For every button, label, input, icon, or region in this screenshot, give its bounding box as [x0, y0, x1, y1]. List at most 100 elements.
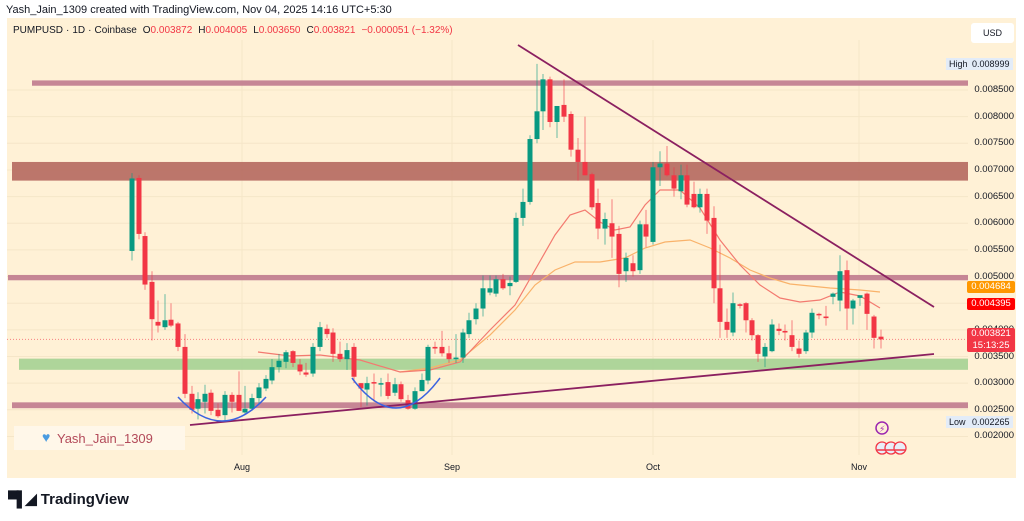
- candle-down[interactable]: [358, 383, 364, 389]
- candle-down[interactable]: [737, 304, 743, 306]
- candle-down[interactable]: [568, 113, 574, 150]
- candle-down[interactable]: [303, 372, 309, 375]
- candle-up[interactable]: [534, 111, 540, 140]
- candle-up[interactable]: [520, 201, 526, 218]
- candle-down[interactable]: [717, 288, 723, 322]
- candle-down[interactable]: [561, 104, 567, 117]
- candle-down[interactable]: [136, 177, 142, 234]
- candle-up[interactable]: [730, 303, 736, 333]
- zone-support-green[interactable]: [19, 358, 968, 370]
- candle-down[interactable]: [236, 394, 242, 411]
- candle-down[interactable]: [616, 233, 622, 274]
- candle-down[interactable]: [168, 319, 174, 326]
- candle-down[interactable]: [500, 279, 506, 289]
- candle-up[interactable]: [249, 398, 255, 409]
- candle-up[interactable]: [473, 308, 479, 320]
- candle-up[interactable]: [540, 79, 546, 112]
- candle-down[interactable]: [782, 330, 788, 333]
- candle-down[interactable]: [743, 303, 749, 321]
- candle-up[interactable]: [850, 300, 856, 309]
- candle-down[interactable]: [630, 263, 636, 272]
- candle-down[interactable]: [439, 346, 445, 354]
- candle-up[interactable]: [256, 387, 262, 399]
- ma-fast-line[interactable]: [257, 189, 881, 373]
- chart-area[interactable]: [7, 18, 1016, 478]
- candle-up[interactable]: [466, 320, 472, 335]
- candle-up[interactable]: [222, 394, 228, 416]
- candle-up[interactable]: [283, 352, 289, 362]
- candle-up[interactable]: [513, 217, 519, 282]
- candle-up[interactable]: [317, 327, 323, 347]
- candle-up[interactable]: [276, 360, 282, 368]
- candle-down[interactable]: [189, 393, 195, 410]
- candle-down[interactable]: [208, 392, 214, 411]
- candle-down[interactable]: [643, 224, 649, 237]
- candle-down[interactable]: [796, 348, 802, 354]
- candle-up[interactable]: [830, 293, 836, 297]
- zone-resistance-top[interactable]: [32, 80, 968, 86]
- zone-resistance-red[interactable]: [12, 161, 968, 181]
- candle-up[interactable]: [857, 295, 863, 298]
- candle-down[interactable]: [789, 335, 795, 347]
- candle-up[interactable]: [657, 163, 663, 168]
- candle-down[interactable]: [704, 193, 710, 221]
- candle-up[interactable]: [269, 367, 275, 381]
- candle-up[interactable]: [419, 379, 425, 392]
- candle-down[interactable]: [446, 353, 452, 360]
- arc-rounding-bottom-2[interactable]: [351, 377, 441, 409]
- candle-down[interactable]: [684, 175, 690, 205]
- candle-up[interactable]: [554, 105, 560, 122]
- candle-up[interactable]: [507, 282, 513, 287]
- candle-up[interactable]: [453, 357, 459, 360]
- candle-up[interactable]: [487, 288, 493, 293]
- candle-down[interactable]: [749, 320, 755, 336]
- candle-down[interactable]: [385, 382, 391, 396]
- candle-down[interactable]: [175, 323, 181, 347]
- candle-up[interactable]: [460, 332, 466, 358]
- candle-up[interactable]: [837, 271, 843, 301]
- candle-up[interactable]: [202, 393, 208, 402]
- candle-down[interactable]: [142, 236, 148, 285]
- candle-up[interactable]: [195, 399, 201, 409]
- candle-down[interactable]: [844, 270, 850, 309]
- candle-down[interactable]: [155, 321, 161, 326]
- candle-down[interactable]: [215, 409, 221, 417]
- arc-rounding-bottom-1[interactable]: [177, 396, 267, 422]
- candle-down[interactable]: [371, 382, 377, 384]
- candle-down[interactable]: [229, 394, 235, 402]
- candle-up[interactable]: [697, 193, 703, 208]
- candle-down[interactable]: [691, 193, 697, 208]
- candle-down[interactable]: [871, 316, 877, 338]
- symbol-name[interactable]: PUMPUSD: [13, 24, 64, 36]
- candle-down[interactable]: [575, 149, 581, 162]
- candle-up[interactable]: [493, 279, 499, 294]
- candle-up[interactable]: [364, 383, 370, 390]
- candle-up[interactable]: [637, 224, 643, 271]
- candle-up[interactable]: [769, 324, 775, 352]
- candle-down[interactable]: [290, 351, 296, 363]
- candle-down[interactable]: [324, 328, 330, 335]
- candle-down[interactable]: [609, 223, 615, 237]
- candle-down[interactable]: [330, 332, 336, 354]
- candle-down[interactable]: [595, 202, 601, 229]
- candle-down[interactable]: [432, 346, 438, 349]
- candle-up[interactable]: [162, 320, 168, 328]
- zone-resistance-mid[interactable]: [8, 274, 968, 281]
- candle-down[interactable]: [582, 161, 588, 176]
- candle-down[interactable]: [864, 293, 870, 314]
- candle-down[interactable]: [878, 336, 884, 340]
- ma-slow-line[interactable]: [399, 239, 881, 373]
- candle-up[interactable]: [310, 346, 316, 374]
- candle-down[interactable]: [816, 313, 822, 316]
- candle-up[interactable]: [129, 178, 135, 251]
- candle-up[interactable]: [480, 288, 486, 309]
- candle-down[interactable]: [182, 346, 188, 394]
- candle-up[interactable]: [809, 312, 815, 333]
- trendline-ascending-support[interactable]: [189, 353, 935, 426]
- candle-down[interactable]: [149, 281, 155, 320]
- lightning-event-icon[interactable]: [875, 421, 889, 435]
- us-flag-event-icon[interactable]: [893, 441, 907, 455]
- trendline-descending-resistance[interactable]: [517, 44, 935, 308]
- candle-up[interactable]: [392, 384, 398, 393]
- candle-up[interactable]: [412, 391, 418, 409]
